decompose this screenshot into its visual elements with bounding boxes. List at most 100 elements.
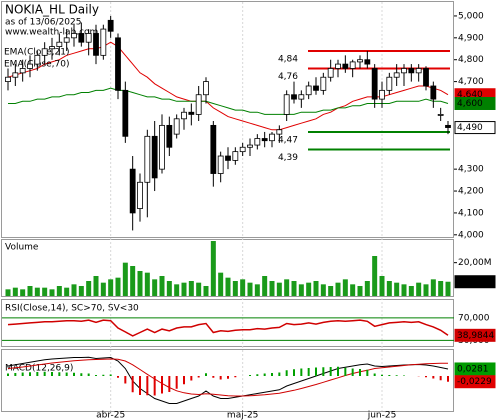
candle-body	[166, 124, 173, 148]
histogram-bar	[344, 367, 347, 376]
value-label: 38,9844	[457, 331, 494, 341]
candle-body	[261, 138, 268, 142]
volume-bar	[408, 286, 414, 296]
candle-body	[254, 138, 261, 146]
histogram-bar	[80, 373, 83, 376]
volume-bar	[416, 282, 422, 296]
volume-bar	[218, 272, 224, 296]
histogram-bar	[285, 370, 288, 376]
histogram-bar	[197, 376, 200, 378]
value-tag	[454, 362, 496, 376]
candle-body	[19, 68, 26, 74]
histogram-bar	[256, 374, 259, 376]
histogram-bar	[219, 376, 222, 380]
histogram-bar	[51, 372, 53, 376]
volume-bar	[78, 286, 84, 296]
histogram-bar	[388, 375, 391, 376]
volume-bar	[203, 286, 209, 296]
value-label: 4,600	[457, 99, 483, 109]
histogram-bar	[29, 372, 31, 376]
candle-body	[122, 89, 129, 137]
histogram-bar	[43, 371, 46, 376]
histogram-bar	[351, 368, 354, 376]
volume-bar	[357, 286, 363, 296]
histogram-bar	[36, 372, 39, 376]
value-tag	[454, 375, 496, 389]
candle-body	[379, 89, 385, 100]
histogram-bar	[109, 374, 112, 376]
volume-bar	[254, 284, 260, 296]
histogram-bar	[183, 376, 185, 385]
candle-body	[364, 59, 371, 65]
panel-title: RSI(Close,14), SC>70, SV<30	[5, 304, 139, 314]
volume-bar	[93, 276, 99, 296]
volume-bar	[108, 279, 114, 296]
candle-body	[181, 111, 187, 120]
volume-bar	[86, 281, 92, 296]
candle-body	[107, 19, 114, 32]
candle-body	[210, 124, 217, 174]
candle-body	[195, 94, 202, 115]
candle-body	[85, 33, 92, 43]
histogram-bar	[439, 376, 442, 381]
volume-bar	[247, 282, 253, 296]
candle-body	[305, 85, 312, 96]
candle-body	[393, 72, 400, 78]
histogram-bar	[153, 376, 156, 396]
volume-bar	[240, 279, 246, 296]
candle-body	[71, 33, 77, 39]
panel-title: Volume	[5, 243, 39, 253]
y-tick-label: 4,200	[458, 187, 484, 197]
volume-panel	[1, 239, 454, 297]
volume-bar	[100, 282, 106, 296]
histogram-bar	[293, 369, 295, 376]
candle-body	[342, 63, 349, 69]
legend-label: EMA(Close,21)	[4, 48, 69, 58]
y-tick-label: 4,100	[458, 208, 484, 218]
histogram-bar	[139, 376, 141, 395]
volume-bar	[137, 271, 143, 296]
volume-bar	[364, 281, 370, 296]
volume-bar	[423, 284, 429, 296]
volume-bar	[144, 272, 150, 296]
level-label: 4,84	[278, 54, 298, 64]
candle-body	[12, 72, 19, 78]
candle-body	[5, 76, 11, 83]
candle-body	[144, 135, 151, 183]
histogram-bar	[381, 374, 383, 376]
volume-bar	[350, 284, 356, 296]
y-tick-label: 4,700	[458, 77, 484, 87]
histogram-bar	[307, 368, 310, 376]
volume-bar	[5, 289, 11, 296]
candle-body	[298, 94, 305, 100]
histogram-bar	[366, 369, 369, 376]
histogram-bar	[14, 373, 17, 376]
candle-body	[115, 37, 121, 91]
histogram-bar	[278, 372, 281, 376]
indicator-line	[7, 358, 448, 397]
histogram-bar	[7, 373, 9, 376]
candle-body	[357, 59, 363, 63]
volume-bar	[166, 281, 172, 296]
indicator-line	[7, 319, 449, 337]
y-tick-label: 20,00M	[458, 258, 492, 268]
volume-bar	[174, 284, 180, 296]
candle-body	[151, 135, 158, 179]
histogram-bar	[21, 372, 24, 376]
candle-body	[423, 68, 429, 87]
candle-body	[445, 124, 451, 128]
volume-bar	[196, 282, 202, 296]
candle-body	[386, 76, 393, 91]
candle-body	[49, 46, 55, 50]
level-label: 4,76	[278, 72, 298, 82]
candle-body	[276, 129, 283, 135]
histogram-bar	[131, 376, 134, 393]
value-label: 4,640	[457, 90, 483, 100]
histogram-bar	[58, 372, 61, 376]
candle-body	[401, 68, 407, 74]
volume-bar	[181, 282, 187, 296]
candle-body	[320, 76, 327, 91]
histogram-bar	[234, 376, 237, 378]
volume-bar	[122, 262, 128, 296]
